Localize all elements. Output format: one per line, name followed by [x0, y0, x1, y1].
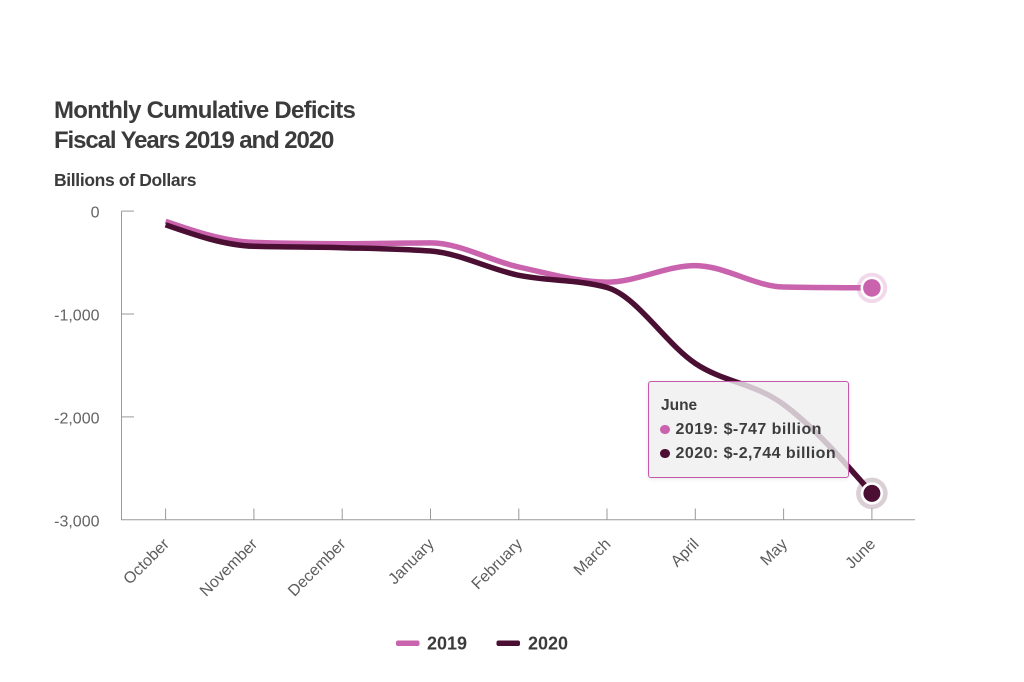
svg-text:December: December [285, 535, 350, 600]
svg-text:0: 0 [91, 205, 100, 222]
svg-text:October: October [121, 535, 174, 588]
svg-text:November: November [197, 535, 262, 600]
svg-text:-1,000: -1,000 [54, 308, 99, 325]
svg-text:-3,000: -3,000 [54, 513, 99, 530]
svg-text:June: June [843, 536, 880, 573]
svg-text:April: April [668, 536, 703, 571]
svg-text:February: February [469, 536, 526, 593]
svg-text:May: May [758, 536, 791, 569]
svg-text:January: January [385, 536, 437, 588]
svg-text:March: March [571, 536, 614, 579]
svg-text:-2,000: -2,000 [54, 410, 99, 427]
